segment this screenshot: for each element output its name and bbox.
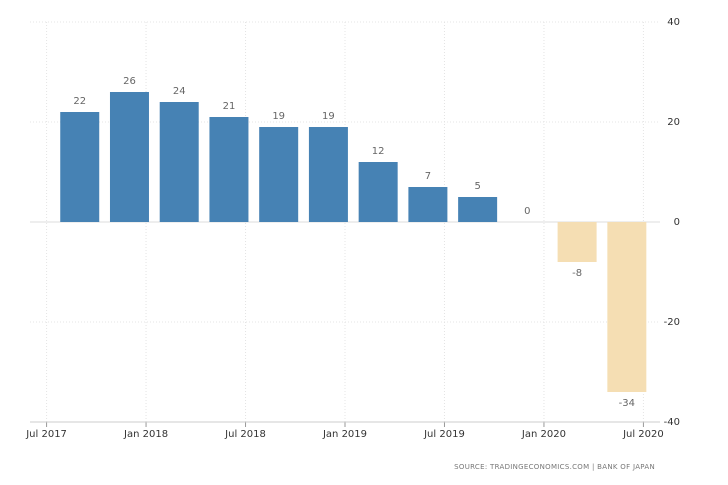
bar bbox=[458, 197, 498, 222]
bar bbox=[209, 117, 249, 222]
y-tick-label: 20 bbox=[667, 117, 680, 128]
value-label: 5 bbox=[474, 181, 480, 192]
source: SOURCE: TRADINGECONOMICS.COM | BANK OF J… bbox=[454, 463, 655, 471]
value-label: 0 bbox=[524, 206, 530, 217]
x-tick-label: Jan 2019 bbox=[322, 429, 367, 440]
value-label: 24 bbox=[173, 86, 186, 97]
bar bbox=[408, 187, 448, 222]
bar bbox=[60, 112, 100, 222]
bar bbox=[557, 222, 597, 262]
bar bbox=[607, 222, 647, 392]
value-label: 19 bbox=[272, 111, 285, 122]
value-label: 19 bbox=[322, 111, 335, 122]
value-label: 21 bbox=[223, 101, 236, 112]
value-label: 12 bbox=[372, 146, 385, 157]
value-label: -8 bbox=[572, 268, 582, 279]
value-label: 22 bbox=[73, 96, 86, 107]
bar bbox=[159, 102, 199, 222]
y-tick-label: -40 bbox=[664, 417, 680, 428]
y-tick-label: -20 bbox=[664, 317, 680, 328]
value-label: 26 bbox=[123, 76, 136, 87]
x-tick-label: Jan 2020 bbox=[521, 429, 566, 440]
x-tick-label: Jul 2018 bbox=[224, 429, 266, 440]
x-tick-label: Jul 2020 bbox=[622, 429, 664, 440]
value-label: 7 bbox=[425, 171, 431, 182]
bar bbox=[358, 162, 398, 222]
y-tick-label: 0 bbox=[674, 217, 680, 228]
x-tick-label: Jan 2018 bbox=[123, 429, 168, 440]
bar bbox=[109, 92, 149, 222]
x-tick-label: Jul 2019 bbox=[423, 429, 465, 440]
value-label: -34 bbox=[619, 398, 635, 409]
bar bbox=[259, 127, 299, 222]
bar bbox=[308, 127, 348, 222]
y-tick-label: 40 bbox=[667, 17, 680, 28]
x-tick-label: Jul 2017 bbox=[25, 429, 67, 440]
